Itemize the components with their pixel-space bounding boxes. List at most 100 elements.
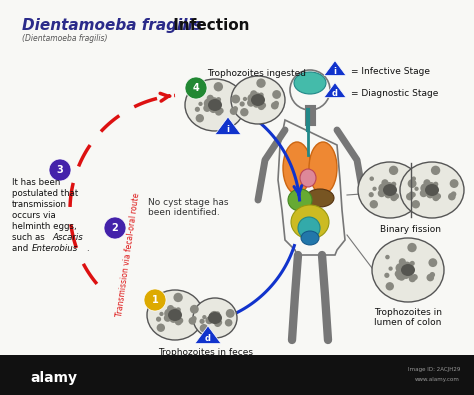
Ellipse shape [301, 231, 319, 245]
Circle shape [390, 194, 397, 201]
Polygon shape [195, 326, 221, 344]
Ellipse shape [400, 162, 464, 218]
Circle shape [247, 99, 255, 107]
Text: d: d [332, 88, 338, 98]
Circle shape [190, 305, 199, 314]
Text: Trophozoites in
lumen of colon: Trophozoites in lumen of colon [374, 308, 442, 327]
Circle shape [426, 182, 436, 192]
Circle shape [451, 191, 456, 197]
Circle shape [167, 305, 174, 312]
Circle shape [399, 269, 405, 276]
Text: Trophozoites in feces: Trophozoites in feces [158, 348, 253, 357]
Circle shape [259, 92, 264, 98]
Text: It has been: It has been [12, 178, 60, 187]
Circle shape [202, 315, 207, 319]
Circle shape [435, 193, 441, 199]
Circle shape [400, 263, 404, 268]
Circle shape [411, 274, 418, 280]
Circle shape [214, 82, 223, 91]
Circle shape [450, 179, 458, 188]
Circle shape [431, 166, 440, 175]
Ellipse shape [288, 189, 312, 211]
Ellipse shape [185, 79, 245, 131]
Circle shape [429, 272, 435, 278]
Text: www.alamy.com: www.alamy.com [415, 378, 460, 382]
Circle shape [164, 308, 174, 318]
Circle shape [218, 108, 224, 114]
Text: d: d [205, 334, 211, 343]
Circle shape [256, 79, 266, 88]
Ellipse shape [294, 72, 326, 94]
Circle shape [209, 313, 214, 318]
Ellipse shape [383, 184, 397, 196]
Circle shape [427, 274, 434, 281]
Circle shape [176, 307, 181, 312]
Text: i: i [227, 125, 229, 134]
Circle shape [378, 183, 388, 193]
Circle shape [271, 102, 279, 109]
Circle shape [210, 105, 218, 113]
Text: helminth eggs,: helminth eggs, [12, 222, 77, 231]
Circle shape [420, 183, 430, 193]
Circle shape [369, 192, 374, 197]
Circle shape [378, 190, 385, 197]
Circle shape [203, 104, 211, 112]
Ellipse shape [425, 184, 439, 196]
Text: Enterobius: Enterobius [32, 244, 78, 253]
Ellipse shape [298, 217, 320, 239]
Circle shape [240, 108, 248, 117]
Circle shape [208, 100, 212, 104]
Text: .: . [86, 244, 89, 253]
Circle shape [196, 114, 204, 122]
Circle shape [168, 310, 173, 314]
Circle shape [409, 191, 414, 197]
Circle shape [215, 109, 222, 116]
Circle shape [272, 90, 281, 99]
Circle shape [389, 267, 393, 271]
Circle shape [225, 319, 232, 327]
Text: (Dientamoeba fragilis): (Dientamoeba fragilis) [22, 34, 108, 43]
Bar [0, 355, 474, 395]
Circle shape [393, 193, 399, 199]
Circle shape [430, 190, 437, 196]
Circle shape [373, 187, 377, 191]
Text: 3: 3 [56, 165, 64, 175]
Text: Ascaris: Ascaris [52, 233, 83, 242]
Circle shape [391, 182, 396, 187]
Circle shape [104, 217, 126, 239]
Circle shape [169, 315, 177, 323]
Circle shape [402, 271, 410, 279]
Circle shape [399, 258, 406, 265]
Circle shape [247, 94, 257, 103]
Circle shape [209, 313, 214, 318]
Circle shape [396, 271, 405, 280]
Circle shape [251, 95, 256, 99]
Text: = Diagnostic Stage: = Diagnostic Stage [351, 88, 438, 98]
Text: alamy: alamy [30, 371, 77, 385]
Circle shape [207, 95, 214, 102]
Text: No cyst stage has
been identified.: No cyst stage has been identified. [148, 198, 228, 217]
Circle shape [260, 102, 266, 109]
Circle shape [369, 177, 374, 181]
Circle shape [252, 92, 262, 102]
Circle shape [167, 313, 174, 320]
Ellipse shape [208, 99, 222, 111]
Text: 1: 1 [152, 295, 158, 305]
Ellipse shape [372, 238, 444, 302]
Circle shape [173, 293, 183, 302]
Circle shape [156, 324, 165, 332]
Circle shape [410, 261, 415, 266]
Ellipse shape [306, 189, 334, 207]
Text: postulated that: postulated that [12, 189, 78, 198]
Circle shape [205, 316, 213, 324]
Circle shape [432, 194, 439, 201]
Circle shape [185, 77, 207, 99]
Text: and: and [12, 244, 31, 253]
Text: Trophozoites ingested: Trophozoites ingested [207, 69, 306, 78]
Circle shape [382, 179, 389, 186]
Circle shape [383, 184, 387, 188]
Circle shape [195, 107, 200, 112]
Circle shape [424, 184, 429, 189]
Circle shape [232, 106, 238, 112]
Circle shape [420, 190, 428, 197]
